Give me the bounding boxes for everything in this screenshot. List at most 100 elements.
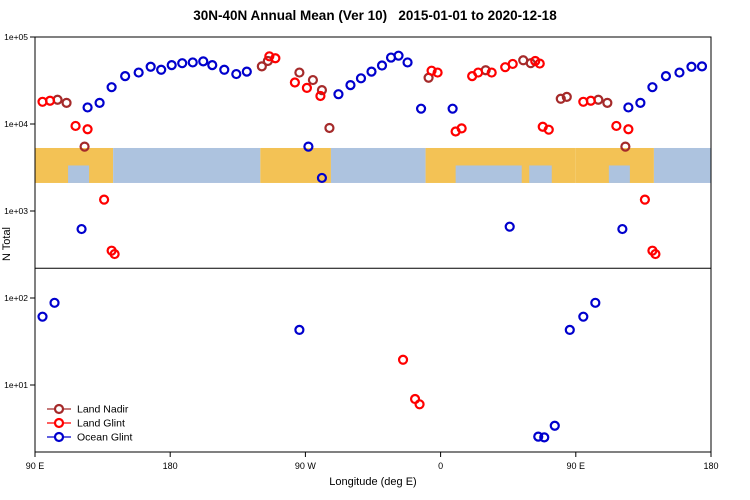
point-ocean-glint (674, 67, 685, 78)
point-ocean-glint (106, 82, 117, 93)
point-ocean-glint (294, 324, 305, 335)
legend-label-land-glint: Land Glint (77, 418, 125, 430)
point-ocean-glint (578, 311, 589, 322)
x-tick-label: 0 (438, 461, 443, 471)
x-tick-label: 180 (163, 461, 178, 471)
point-ocean-glint (696, 61, 708, 72)
point-ocean-glint (647, 82, 658, 93)
point-ocean-glint (94, 97, 105, 108)
x-tick-label: 90 E (567, 461, 586, 471)
point-land-nadir (307, 74, 319, 86)
point-land-glint (623, 124, 634, 135)
y-tick-label: 1e+03 (4, 206, 28, 216)
point-land-glint (99, 194, 110, 205)
y-axis-title: N Total (1, 226, 13, 262)
point-ocean-glint (355, 73, 367, 84)
point-land-glint (82, 124, 93, 135)
map-band-ocean-segment (653, 147, 711, 183)
point-land-nadir (561, 91, 572, 102)
point-ocean-glint (376, 60, 388, 71)
point-ocean-glint (366, 66, 377, 77)
point-ocean-glint (660, 71, 672, 82)
point-ocean-glint (623, 102, 634, 113)
map-band-ocean-segment (529, 165, 552, 183)
legend-label-land-nadir: Land Nadir (77, 404, 129, 416)
point-land-glint (315, 90, 326, 102)
y-tick-label: 1e+01 (4, 380, 28, 390)
y-tick-label: 1e+05 (4, 32, 28, 42)
point-ocean-glint (345, 79, 356, 91)
point-ocean-glint (49, 297, 60, 308)
point-ocean-glint (549, 420, 560, 431)
point-land-glint (264, 51, 275, 62)
point-ocean-glint (177, 58, 188, 69)
point-land-glint (426, 65, 437, 76)
point-ocean-glint (333, 89, 344, 100)
point-land-glint (611, 120, 622, 132)
point-ocean-glint (166, 60, 177, 71)
point-land-nadir (602, 97, 613, 108)
point-ocean-glint (533, 431, 544, 442)
point-ocean-glint (686, 61, 697, 72)
point-ocean-glint (120, 71, 131, 82)
point-ocean-glint (76, 223, 87, 235)
point-ocean-glint (82, 102, 93, 113)
point-land-glint (289, 77, 300, 88)
point-land-glint (397, 354, 409, 365)
point-ocean-glint (564, 324, 575, 335)
chart-title: 30N-40N Annual Mean (Ver 10) 2015-01-01 … (193, 8, 557, 23)
point-ocean-glint (187, 57, 198, 68)
point-land-glint (473, 67, 484, 78)
point-land-glint (585, 95, 596, 106)
point-ocean-glint (402, 57, 413, 68)
point-land-nadir (79, 141, 90, 152)
legend-symbol-land-glint (53, 417, 65, 429)
point-land-glint (44, 95, 56, 106)
point-land-nadir (61, 97, 72, 108)
point-land-glint (639, 194, 651, 205)
point-land-nadir (324, 122, 335, 134)
legend-symbol-land-nadir (53, 403, 65, 415)
point-ocean-glint (241, 66, 252, 77)
point-land-glint (543, 124, 554, 135)
point-ocean-glint (133, 67, 144, 78)
point-ocean-glint (303, 141, 314, 152)
x-tick-label: 180 (703, 461, 718, 471)
legend-symbol-ocean-glint (53, 431, 65, 443)
x-tick-label: 90 W (295, 461, 317, 471)
point-ocean-glint (207, 60, 218, 71)
point-ocean-glint (539, 432, 550, 443)
point-ocean-glint (590, 297, 601, 308)
point-ocean-glint (219, 64, 230, 75)
legend-label-ocean-glint: Ocean Glint (77, 432, 133, 444)
point-ocean-glint (156, 64, 167, 75)
point-land-glint (507, 58, 518, 70)
point-land-nadir (294, 67, 305, 78)
point-ocean-glint (393, 50, 404, 61)
map-band-ocean-segment (608, 165, 630, 183)
point-ocean-glint (145, 61, 156, 72)
point-land-nadir (620, 141, 631, 152)
point-ocean-glint (415, 103, 427, 114)
point-land-glint (486, 67, 497, 78)
point-ocean-glint (447, 103, 458, 114)
point-land-glint (109, 248, 120, 260)
x-axis-title: Longitude (deg E) (329, 476, 417, 488)
point-land-glint (432, 67, 443, 78)
point-land-glint (534, 58, 545, 69)
point-land-nadir (256, 61, 267, 72)
point-ocean-glint (617, 223, 628, 235)
map-band-ocean-segment (68, 165, 90, 183)
point-land-glint (456, 123, 467, 134)
point-ocean-glint (198, 56, 209, 67)
point-ocean-glint (316, 172, 328, 184)
point-land-glint (70, 120, 81, 132)
map-band-land-segment (260, 147, 331, 183)
y-tick-label: 1e+04 (4, 119, 28, 129)
point-ocean-glint (37, 311, 48, 322)
point-land-nadir (555, 93, 566, 104)
point-land-glint (270, 53, 281, 64)
map-band-ocean-segment (330, 147, 426, 183)
